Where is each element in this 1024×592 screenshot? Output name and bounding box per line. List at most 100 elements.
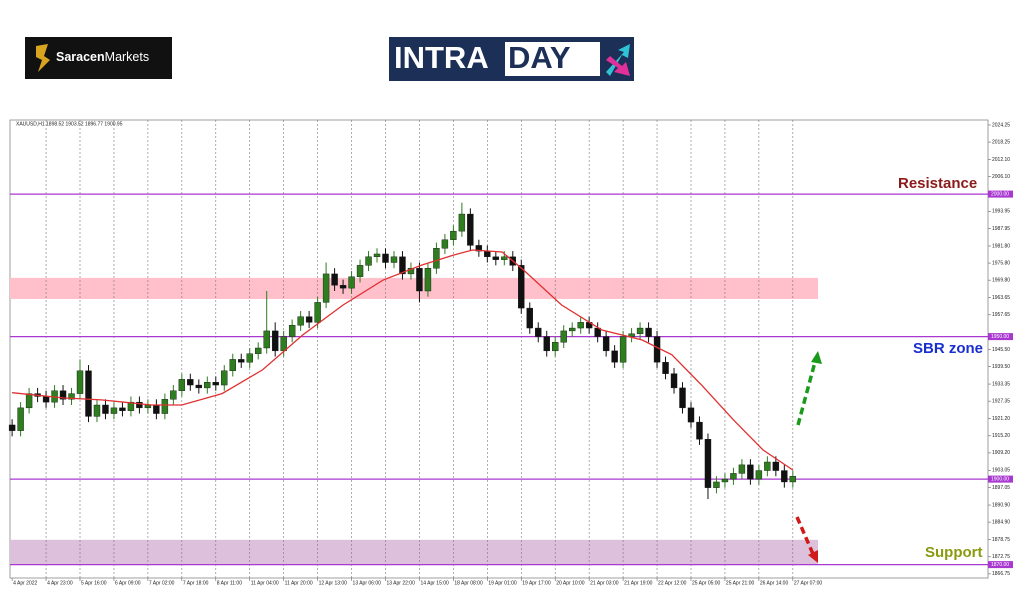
candle-body [730,473,737,480]
candle-body [738,464,746,474]
chart-subtitle: XAUUSD,H1 1898.52 1903.52 1896.77 1900.9… [16,121,123,127]
banner-arrow-down [606,56,630,76]
candle-body [331,273,338,286]
candle-body [288,325,296,337]
candle-body [263,330,270,349]
y-tick-label: 1897.05 [992,485,1010,491]
candle-body [670,373,678,389]
candle-body [356,265,364,277]
arrow-down [795,516,815,555]
y-tick-label: 1945.50 [992,347,1010,353]
candle-body [195,384,203,389]
candle-body [662,362,669,374]
candle-body [696,421,703,440]
candle-body [187,379,194,386]
x-tick-label: 5 Apr 16:00 [81,580,107,586]
x-tick-label: 13 Apr 06:00 [353,580,382,586]
y-tick-label: 1939.50 [992,364,1010,370]
candle-body [59,390,67,400]
candle-body [221,370,228,386]
annotation: SBR zone [913,340,983,357]
candle-body [110,407,118,414]
candle-body [255,347,262,354]
y-tick-label: 2018.25 [992,139,1010,145]
candle-body [280,336,287,352]
candle-body [161,399,169,414]
x-tick-label: 11 Apr 04:00 [251,580,279,586]
candle-body [526,307,533,329]
y-tick-label: 1969.80 [992,277,1010,283]
y-tick-label: 1872.75 [992,554,1010,560]
level-tag [988,190,1013,198]
annotation: Support [925,544,983,561]
candle-body [747,464,754,480]
candle-body [178,379,186,391]
candle-body [704,439,712,488]
candle-body [568,327,576,332]
banner-right: DAY [508,40,571,75]
y-tick-label: 2012.10 [992,157,1010,163]
candle-body [535,327,542,337]
y-tick-label: 1933.35 [992,381,1010,387]
candle-body [713,481,720,488]
candle-body [102,404,109,414]
candle-body [348,276,355,289]
candle-body [467,213,474,246]
banner-inset [505,42,600,76]
zone [10,539,818,565]
y-tick-label: 1866.75 [992,571,1010,577]
y-tick-label: 1909.20 [992,450,1010,456]
candle-body [153,404,160,414]
x-tick-label: 6 Apr 09:00 [115,580,141,586]
candle-body [492,256,500,260]
candle-body [127,401,135,411]
y-tick-label: 1927.35 [992,398,1010,404]
candle-body [365,256,372,266]
candle-body [399,256,406,275]
level-label: 1900.00 [991,476,1009,482]
candle-body [484,250,491,258]
candle-body [687,407,695,423]
x-tick-label: 7 Apr 18:00 [183,580,209,586]
plot: XAUUSD,H1 1898.52 1903.52 1896.77 1900.9… [8,119,1013,586]
candle-body [136,401,143,409]
candle-body [373,253,381,258]
candle-body [441,239,449,249]
x-tick-label: 21 Apr 19:00 [624,580,653,586]
x-tick-label: 4 Apr 2022 [13,580,37,586]
level-label: 2000.00 [991,191,1009,197]
y-tick-label: 1915.20 [992,433,1010,439]
candle-body [76,370,84,394]
level-label: 1870.00 [991,562,1009,568]
candle-body [170,390,177,400]
candle-body [602,336,610,352]
candle-body [212,382,219,386]
candle-body [781,470,788,483]
candle-body [653,336,661,363]
x-tick-label: 25 Apr 21:00 [726,580,755,586]
y-tick-label: 2024.25 [992,122,1010,128]
y-tick-label: 1981.80 [992,243,1010,249]
candle-body [636,327,644,334]
candle-body [305,316,313,323]
candle-body [85,370,92,417]
y-tick-label: 2006.10 [992,174,1010,180]
x-tick-label: 19 Apr 01:00 [488,580,517,586]
candle-body [271,330,279,352]
candle-body [789,476,797,483]
candle-body [339,285,347,289]
plot-frame [9,119,989,579]
level-label: 1950.00 [991,334,1009,340]
candle-body [543,336,550,352]
level-tag [988,475,1013,483]
candle-body [679,387,686,409]
x-tick-label: 18 Apr 08:00 [454,580,483,586]
level-tag [988,333,1013,341]
brand-bold: Saracen [56,50,105,64]
x-tick-label: 13 Apr 22:00 [387,580,416,586]
candle-body [68,393,75,400]
x-tick-label: 25 Apr 05:00 [692,580,721,586]
x-tick-label: 8 Apr 11:00 [217,580,242,586]
x-tick-label: 26 Apr 14:00 [760,580,789,586]
candle-body [450,230,457,240]
